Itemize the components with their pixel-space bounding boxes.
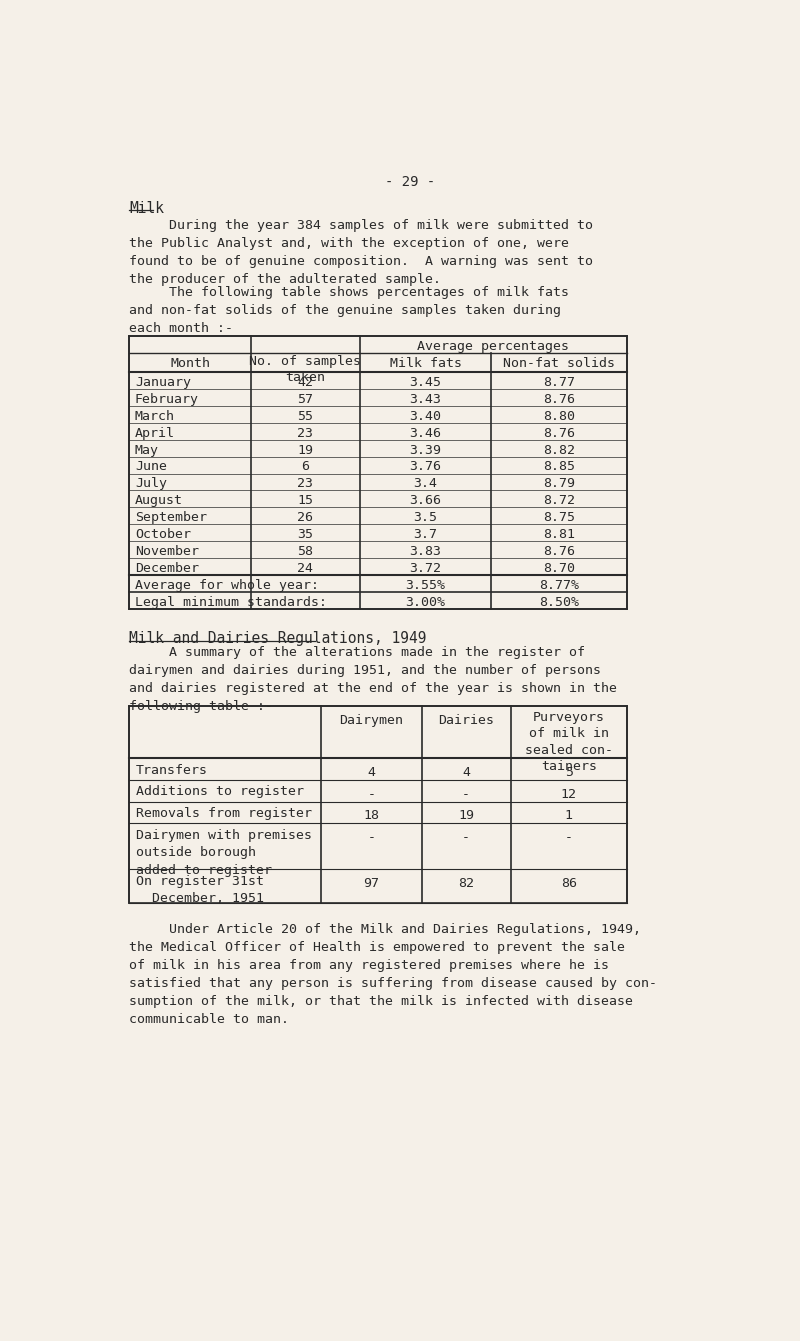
Text: Legal minimum standards:: Legal minimum standards: xyxy=(135,595,327,609)
Text: 3.46: 3.46 xyxy=(410,426,442,440)
Text: The following table shows percentages of milk fats
and non-fat solids of the gen: The following table shows percentages of… xyxy=(130,286,570,335)
Text: Average percentages: Average percentages xyxy=(418,341,570,353)
Text: During the year 384 samples of milk were submitted to
the Public Analyst and, wi: During the year 384 samples of milk were… xyxy=(130,219,594,286)
Text: 3.83: 3.83 xyxy=(410,546,442,558)
Text: -: - xyxy=(367,787,375,801)
Text: 42: 42 xyxy=(298,375,314,389)
Text: December: December xyxy=(135,562,199,575)
Text: November: November xyxy=(135,546,199,558)
Text: 8.70: 8.70 xyxy=(543,562,575,575)
Text: August: August xyxy=(135,495,183,507)
Text: 3.7: 3.7 xyxy=(414,528,438,542)
Text: June: June xyxy=(135,460,167,473)
Text: 35: 35 xyxy=(298,528,314,542)
Text: October: October xyxy=(135,528,191,542)
Text: 3.5: 3.5 xyxy=(414,511,438,524)
Text: Dairymen: Dairymen xyxy=(339,713,403,727)
Text: 8.72: 8.72 xyxy=(543,495,575,507)
Bar xyxy=(130,337,627,609)
Text: 8.77%: 8.77% xyxy=(539,579,579,591)
Text: 8.81: 8.81 xyxy=(543,528,575,542)
Text: 18: 18 xyxy=(363,809,379,822)
Text: No. of samples
taken: No. of samples taken xyxy=(250,355,362,384)
Text: 3.43: 3.43 xyxy=(410,393,442,406)
Text: September: September xyxy=(135,511,207,524)
Text: 5: 5 xyxy=(565,766,573,779)
Text: 8.77: 8.77 xyxy=(543,375,575,389)
Text: Removals from register: Removals from register xyxy=(136,807,312,819)
Text: 8.76: 8.76 xyxy=(543,426,575,440)
Text: Additions to register: Additions to register xyxy=(136,786,304,798)
Text: 8.82: 8.82 xyxy=(543,444,575,456)
Text: January: January xyxy=(135,375,191,389)
Text: 86: 86 xyxy=(561,877,577,890)
Text: 19: 19 xyxy=(298,444,314,456)
Text: 3.72: 3.72 xyxy=(410,562,442,575)
Text: 23: 23 xyxy=(298,426,314,440)
Text: 6: 6 xyxy=(302,460,310,473)
Text: 19: 19 xyxy=(458,809,474,822)
Text: 58: 58 xyxy=(298,546,314,558)
Text: 57: 57 xyxy=(298,393,314,406)
Text: 3.76: 3.76 xyxy=(410,460,442,473)
Text: Under Article 20 of the Milk and Dairies Regulations, 1949,
the Medical Officer : Under Article 20 of the Milk and Dairies… xyxy=(130,923,658,1026)
Text: 82: 82 xyxy=(458,877,474,890)
Text: Dairies: Dairies xyxy=(438,713,494,727)
Text: -: - xyxy=(462,787,470,801)
Text: 15: 15 xyxy=(298,495,314,507)
Text: On register 31st
  December, 1951: On register 31st December, 1951 xyxy=(136,874,264,905)
Text: -: - xyxy=(367,831,375,843)
Text: February: February xyxy=(135,393,199,406)
Text: -: - xyxy=(462,831,470,843)
Text: 3.66: 3.66 xyxy=(410,495,442,507)
Text: Month: Month xyxy=(170,357,210,370)
Text: 3.45: 3.45 xyxy=(410,375,442,389)
Text: 3.55%: 3.55% xyxy=(406,579,446,591)
Text: 8.85: 8.85 xyxy=(543,460,575,473)
Text: Milk and Dairies Regulations, 1949: Milk and Dairies Regulations, 1949 xyxy=(130,630,427,645)
Text: March: March xyxy=(135,409,175,422)
Text: 8.80: 8.80 xyxy=(543,409,575,422)
Text: Dairymen with premises
outside borough
added to register: Dairymen with premises outside borough a… xyxy=(136,829,312,877)
Text: - 29 -: - 29 - xyxy=(385,174,435,189)
Text: Transfers: Transfers xyxy=(136,764,208,776)
Text: 97: 97 xyxy=(363,877,379,890)
Text: 55: 55 xyxy=(298,409,314,422)
Text: 3.00%: 3.00% xyxy=(406,595,446,609)
Text: 8.75: 8.75 xyxy=(543,511,575,524)
Text: 3.40: 3.40 xyxy=(410,409,442,422)
Text: April: April xyxy=(135,426,175,440)
Text: 8.79: 8.79 xyxy=(543,477,575,491)
Text: 8.76: 8.76 xyxy=(543,546,575,558)
Text: 4: 4 xyxy=(462,766,470,779)
Text: 8.50%: 8.50% xyxy=(539,595,579,609)
Text: -: - xyxy=(565,831,573,843)
Text: 3.39: 3.39 xyxy=(410,444,442,456)
Text: Purveyors
of milk in
sealed con-
tainers: Purveyors of milk in sealed con- tainers xyxy=(525,711,613,774)
Text: Milk: Milk xyxy=(130,201,165,216)
Bar xyxy=(130,707,627,904)
Text: May: May xyxy=(135,444,159,456)
Text: 3.4: 3.4 xyxy=(414,477,438,491)
Text: Non-fat solids: Non-fat solids xyxy=(503,357,615,370)
Text: July: July xyxy=(135,477,167,491)
Text: A summary of the alterations made in the register of
dairymen and dairies during: A summary of the alterations made in the… xyxy=(130,646,618,713)
Text: 23: 23 xyxy=(298,477,314,491)
Text: 8.76: 8.76 xyxy=(543,393,575,406)
Text: 4: 4 xyxy=(367,766,375,779)
Text: 24: 24 xyxy=(298,562,314,575)
Text: 1: 1 xyxy=(565,809,573,822)
Text: Average for whole year:: Average for whole year: xyxy=(135,579,319,591)
Text: 12: 12 xyxy=(561,787,577,801)
Text: Milk fats: Milk fats xyxy=(390,357,462,370)
Text: 26: 26 xyxy=(298,511,314,524)
